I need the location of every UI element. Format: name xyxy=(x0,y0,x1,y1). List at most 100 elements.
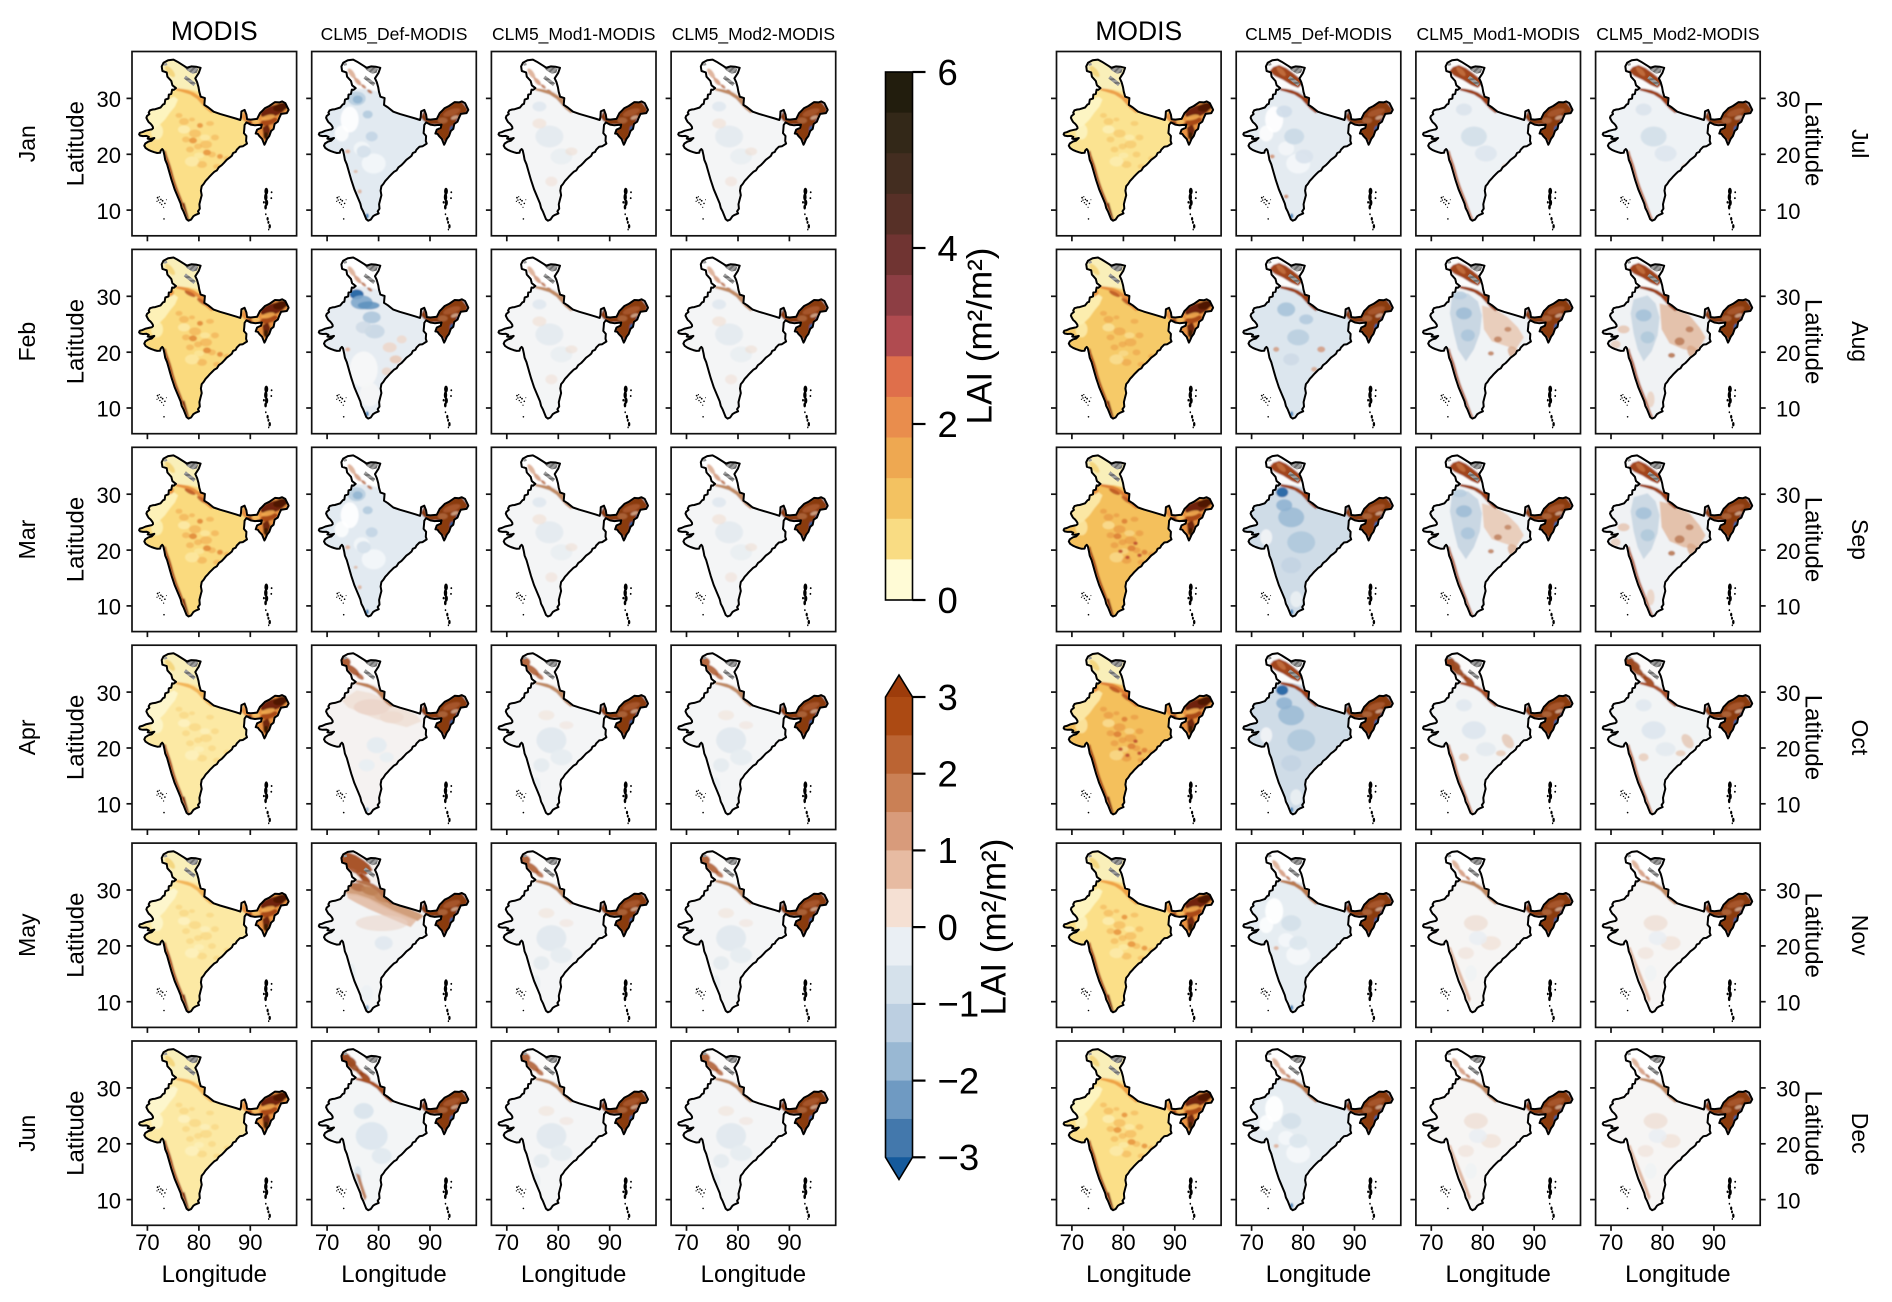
svg-text:0: 0 xyxy=(938,907,958,948)
svg-text:Longitude: Longitude xyxy=(701,1261,806,1288)
svg-text:30: 30 xyxy=(97,879,121,904)
svg-text:20: 20 xyxy=(97,1133,121,1158)
svg-text:Feb: Feb xyxy=(14,322,40,362)
svg-text:80: 80 xyxy=(1111,1230,1135,1255)
svg-text:80: 80 xyxy=(1650,1230,1674,1255)
svg-text:10: 10 xyxy=(97,1188,121,1213)
svg-text:−2: −2 xyxy=(938,1060,980,1101)
svg-text:30: 30 xyxy=(97,87,121,112)
svg-text:2: 2 xyxy=(938,754,958,795)
svg-text:20: 20 xyxy=(97,539,121,564)
svg-text:20: 20 xyxy=(97,737,121,762)
svg-text:70: 70 xyxy=(135,1230,159,1255)
svg-text:−1: −1 xyxy=(938,984,980,1025)
svg-text:Latitude: Latitude xyxy=(62,497,89,582)
svg-text:70: 70 xyxy=(495,1230,519,1255)
svg-text:10: 10 xyxy=(1776,595,1800,620)
svg-text:80: 80 xyxy=(366,1230,390,1255)
svg-text:Apr: Apr xyxy=(14,719,40,755)
svg-text:Latitude: Latitude xyxy=(62,695,89,780)
svg-text:10: 10 xyxy=(97,397,121,422)
svg-text:LAI (m²/m²): LAI (m²/m²) xyxy=(960,248,999,425)
svg-text:CLM5_Def-MODIS: CLM5_Def-MODIS xyxy=(321,24,468,45)
svg-text:10: 10 xyxy=(1776,199,1800,224)
svg-text:90: 90 xyxy=(418,1230,442,1255)
svg-text:80: 80 xyxy=(726,1230,750,1255)
svg-text:Latitude: Latitude xyxy=(62,101,89,186)
svg-text:30: 30 xyxy=(1776,285,1800,310)
svg-text:CLM5_Mod2-MODIS: CLM5_Mod2-MODIS xyxy=(1596,24,1759,45)
svg-text:90: 90 xyxy=(1702,1230,1726,1255)
svg-text:20: 20 xyxy=(1776,1133,1800,1158)
svg-text:30: 30 xyxy=(1776,483,1800,508)
svg-text:20: 20 xyxy=(1776,935,1800,960)
svg-text:80: 80 xyxy=(187,1230,211,1255)
svg-text:20: 20 xyxy=(97,341,121,366)
svg-text:CLM5_Mod1-MODIS: CLM5_Mod1-MODIS xyxy=(1417,24,1580,45)
svg-text:Longitude: Longitude xyxy=(1086,1261,1191,1288)
svg-text:10: 10 xyxy=(97,990,121,1015)
svg-text:Jun: Jun xyxy=(14,1115,40,1152)
svg-text:70: 70 xyxy=(1239,1230,1263,1255)
svg-text:90: 90 xyxy=(597,1230,621,1255)
svg-text:Jan: Jan xyxy=(14,125,40,162)
svg-text:20: 20 xyxy=(1776,143,1800,168)
svg-text:90: 90 xyxy=(238,1230,262,1255)
svg-text:−3: −3 xyxy=(938,1137,980,1178)
svg-text:Jul: Jul xyxy=(1847,129,1873,158)
svg-text:90: 90 xyxy=(1522,1230,1546,1255)
svg-text:Sep: Sep xyxy=(1847,519,1873,560)
svg-text:10: 10 xyxy=(97,595,121,620)
svg-text:2: 2 xyxy=(938,404,958,445)
svg-text:10: 10 xyxy=(97,793,121,818)
svg-text:Latitude: Latitude xyxy=(1800,695,1827,780)
svg-text:Longitude: Longitude xyxy=(1625,1261,1730,1288)
svg-text:10: 10 xyxy=(1776,990,1800,1015)
svg-text:CLM5_Mod2-MODIS: CLM5_Mod2-MODIS xyxy=(672,24,835,45)
svg-text:30: 30 xyxy=(1776,879,1800,904)
svg-text:Longitude: Longitude xyxy=(1445,1261,1550,1288)
svg-text:Nov: Nov xyxy=(1847,915,1873,956)
svg-text:30: 30 xyxy=(1776,87,1800,112)
svg-text:Latitude: Latitude xyxy=(1800,299,1827,384)
svg-text:70: 70 xyxy=(1419,1230,1443,1255)
svg-text:Mar: Mar xyxy=(14,519,40,559)
svg-text:CLM5_Mod1-MODIS: CLM5_Mod1-MODIS xyxy=(492,24,655,45)
svg-text:MODIS: MODIS xyxy=(171,16,258,46)
svg-text:Longitude: Longitude xyxy=(1266,1261,1371,1288)
svg-text:70: 70 xyxy=(1599,1230,1623,1255)
svg-text:3: 3 xyxy=(938,677,958,718)
svg-text:90: 90 xyxy=(1163,1230,1187,1255)
svg-text:70: 70 xyxy=(315,1230,339,1255)
svg-text:Latitude: Latitude xyxy=(1800,101,1827,186)
svg-text:20: 20 xyxy=(1776,737,1800,762)
svg-text:Longitude: Longitude xyxy=(162,1261,267,1288)
svg-text:Dec: Dec xyxy=(1847,1113,1873,1154)
svg-text:20: 20 xyxy=(97,935,121,960)
svg-text:CLM5_Def-MODIS: CLM5_Def-MODIS xyxy=(1245,24,1392,45)
svg-text:Oct: Oct xyxy=(1847,720,1873,756)
svg-text:90: 90 xyxy=(777,1230,801,1255)
svg-text:30: 30 xyxy=(97,681,121,706)
svg-text:4: 4 xyxy=(938,228,958,269)
svg-text:10: 10 xyxy=(1776,397,1800,422)
svg-text:30: 30 xyxy=(97,483,121,508)
svg-text:Latitude: Latitude xyxy=(1800,497,1827,582)
svg-text:80: 80 xyxy=(1471,1230,1495,1255)
svg-text:10: 10 xyxy=(97,199,121,224)
svg-text:Longitude: Longitude xyxy=(341,1261,446,1288)
svg-text:20: 20 xyxy=(97,143,121,168)
svg-text:70: 70 xyxy=(1060,1230,1084,1255)
svg-text:Latitude: Latitude xyxy=(1800,892,1827,977)
svg-text:Latitude: Latitude xyxy=(62,892,89,977)
svg-text:30: 30 xyxy=(1776,1077,1800,1102)
svg-text:20: 20 xyxy=(1776,341,1800,366)
svg-text:0: 0 xyxy=(938,580,958,621)
svg-text:Latitude: Latitude xyxy=(62,1090,89,1175)
svg-text:6: 6 xyxy=(938,52,958,93)
svg-text:80: 80 xyxy=(1291,1230,1315,1255)
svg-text:MODIS: MODIS xyxy=(1095,16,1182,46)
svg-text:1: 1 xyxy=(938,830,958,871)
svg-text:30: 30 xyxy=(97,1077,121,1102)
svg-text:LAI (m²/m²): LAI (m²/m²) xyxy=(974,839,1013,1016)
